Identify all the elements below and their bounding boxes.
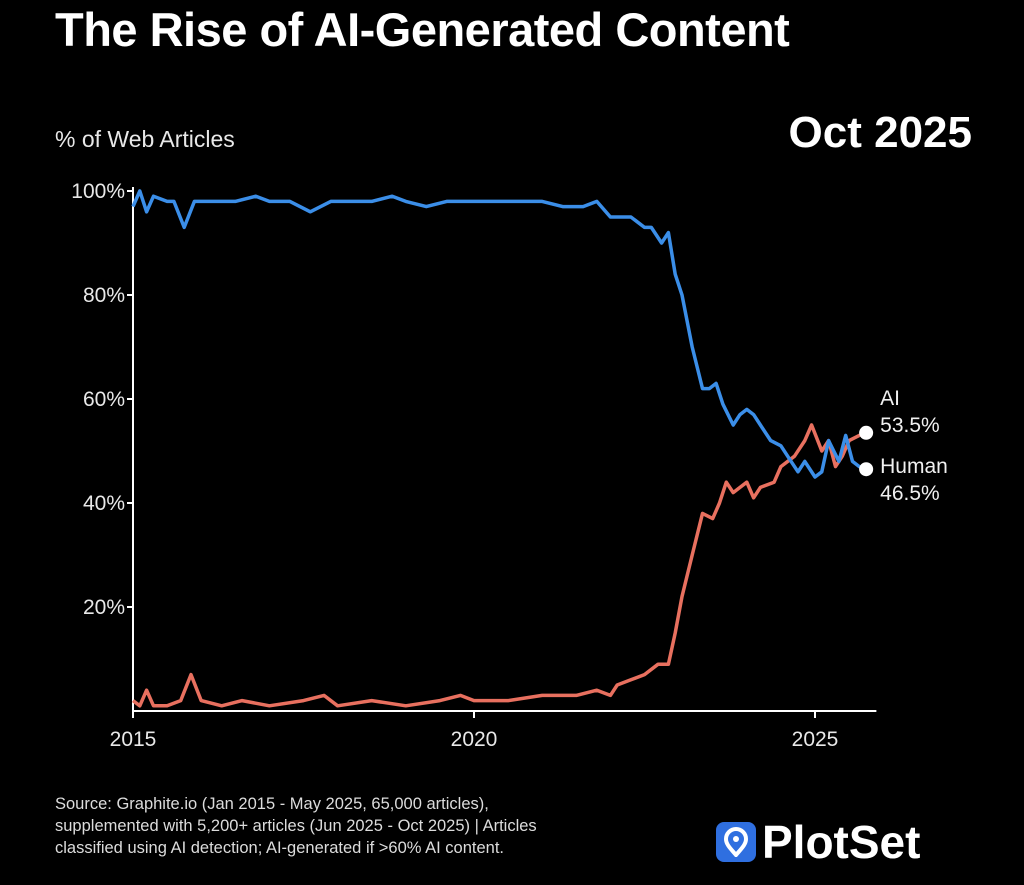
series-line-human bbox=[131, 189, 867, 479]
source-line: supplemented with 5,200+ articles (Jun 2… bbox=[55, 817, 537, 835]
plotset-brand: PlotSet bbox=[762, 816, 921, 868]
y-axis-label: % of Web Articles bbox=[55, 126, 235, 152]
end-label-value: 53.5% bbox=[880, 414, 940, 437]
x-tick-label: 2020 bbox=[451, 728, 498, 751]
y-tick-label: 60% bbox=[83, 388, 125, 411]
y-tick-label: 100% bbox=[71, 180, 125, 203]
source-note: Source: Graphite.io (Jan 2015 - May 2025… bbox=[55, 793, 715, 859]
x-tick-label: 2025 bbox=[792, 728, 839, 751]
end-point-human bbox=[859, 462, 874, 477]
y-tick-label: 20% bbox=[83, 596, 125, 619]
end-point-ai bbox=[859, 425, 874, 440]
end-label-name: AI bbox=[880, 387, 900, 410]
plotset-logo-icon bbox=[716, 822, 756, 862]
x-tick-label: 2015 bbox=[110, 728, 157, 751]
chart-title: The Rise of AI-Generated Content bbox=[55, 3, 790, 56]
y-tick-label: 40% bbox=[83, 492, 125, 515]
date-label: Oct 2025 bbox=[788, 108, 972, 157]
source-line: Source: Graphite.io (Jan 2015 - May 2025… bbox=[55, 795, 489, 813]
series-line-ai bbox=[131, 423, 867, 708]
end-label-name: Human bbox=[880, 455, 948, 478]
source-line: classified using AI detection; AI-genera… bbox=[55, 839, 504, 857]
y-tick-label: 80% bbox=[83, 284, 125, 307]
end-label-value: 46.5% bbox=[880, 482, 940, 505]
plotset-logo: PlotSet bbox=[716, 815, 920, 869]
